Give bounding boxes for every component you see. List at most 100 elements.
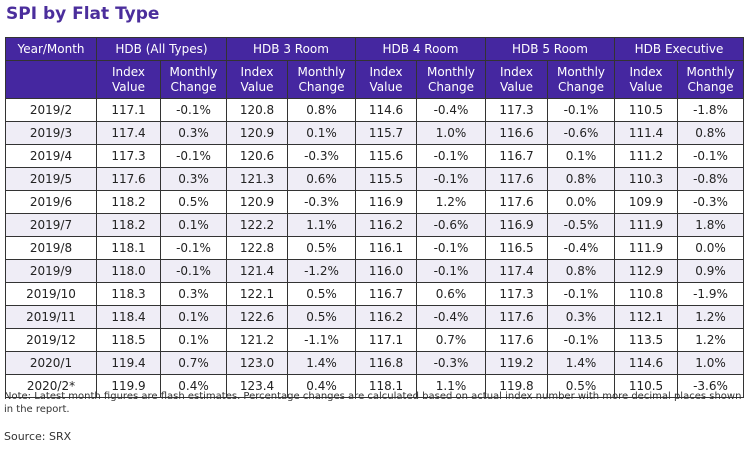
index-value-cell: 110.5 [614,374,678,398]
index-value-cell: 117.6 [96,167,161,191]
period-cell: 2019/7 [5,213,97,237]
header-year-month: Year/Month [5,37,97,61]
index-value-cell: 110.8 [614,282,678,306]
index-value-cell: 116.5 [485,236,548,260]
period-cell: 2019/2 [5,98,97,122]
index-value-cell: 114.6 [614,351,678,375]
index-value-cell: 110.3 [614,167,678,191]
index-value-cell: 117.6 [485,305,548,329]
header-blank [5,60,97,99]
index-value-cell: 117.4 [485,259,548,283]
monthly-change-cell: 0.5% [287,236,356,260]
monthly-change-cell: 0.8% [547,259,615,283]
table-row: 2019/5 117.6 0.3% 121.3 0.6% 115.5 -0.1% 117.6 0… [5,167,745,191]
monthly-change-cell: 0.8% [287,98,356,122]
index-value-cell: 116.7 [355,282,417,306]
monthly-change-cell: -3.6% [676,374,745,398]
index-value-cell: 114.6 [355,98,417,122]
monthly-change-cell: -0.6% [416,213,486,237]
monthly-change-cell: 0.1% [160,213,227,237]
period-cell: 2019/12 [5,328,97,352]
monthly-change-cell: 1.1% [287,213,356,237]
period-cell: 2019/6 [5,190,97,214]
footnote: Note: Latest month figures are flash est… [4,391,742,415]
header-index-value: Index Value [485,60,548,99]
index-value-cell: 118.2 [96,190,161,214]
monthly-change-cell: -0.1% [416,236,486,260]
table-row: 2019/2 117.1 -0.1% 120.8 0.8% 114.6 -0.4% 117.3… [5,98,745,122]
index-value-cell: 112.1 [614,305,678,329]
index-value-cell: 119.4 [96,351,161,375]
header-row-groups: Year/Month HDB (All Types) HDB 3 Room HD… [5,37,745,61]
index-value-cell: 118.2 [96,213,161,237]
index-value-cell: 120.8 [226,98,288,122]
index-value-cell: 116.7 [485,144,548,168]
index-value-cell: 118.0 [96,259,161,283]
monthly-change-cell: -0.1% [160,98,227,122]
index-value-cell: 116.9 [485,213,548,237]
monthly-change-cell: 0.1% [160,328,227,352]
period-cell: 2020/2* [5,374,97,398]
table-row: 2019/7 118.2 0.1% 122.2 1.1% 116.2 -0.6% 116.9-… [5,213,745,237]
index-value-cell: 120.6 [226,144,288,168]
monthly-change-cell: -0.4% [416,305,486,329]
monthly-change-cell: 1.0% [416,121,486,145]
index-value-cell: 117.6 [485,190,548,214]
monthly-change-cell: 0.1% [547,144,615,168]
index-value-cell: 117.6 [485,167,548,191]
index-value-cell: 115.6 [355,144,417,168]
header-group-all-types: HDB (All Types) [96,37,227,61]
index-value-cell: 118.3 [96,282,161,306]
monthly-change-cell: -1.1% [287,328,356,352]
period-cell: 2019/4 [5,144,97,168]
header-monthly-change: Monthly Change [287,60,356,99]
monthly-change-cell: 1.8% [676,213,745,237]
index-value-cell: 122.1 [226,282,288,306]
monthly-change-cell: -0.1% [416,259,486,283]
index-value-cell: 116.8 [355,351,417,375]
index-value-cell: 122.6 [226,305,288,329]
monthly-change-cell: 0.8% [676,121,745,145]
monthly-change-cell: -0.1% [416,144,486,168]
table-row: 2020/2* 119.9 0.4% 123.4 0.4% 118.1 1.1% 119.8 0… [5,374,745,398]
header-monthly-change: Monthly Change [676,60,745,99]
monthly-change-cell: 1.2% [416,190,486,214]
table-row: 2019/9 118.0 -0.1% 121.4 -1.2% 116.0 -0.1% 117.… [5,259,745,283]
index-value-cell: 120.9 [226,121,288,145]
index-value-cell: 123.4 [226,374,288,398]
monthly-change-cell: 0.3% [160,282,227,306]
index-value-cell: 117.6 [485,328,548,352]
index-value-cell: 115.5 [355,167,417,191]
index-value-cell: 115.7 [355,121,417,145]
index-value-cell: 121.4 [226,259,288,283]
monthly-change-cell: -0.3% [287,144,356,168]
period-cell: 2019/10 [5,282,97,306]
index-value-cell: 119.2 [485,351,548,375]
index-value-cell: 117.3 [485,98,548,122]
monthly-change-cell: -0.6% [547,121,615,145]
monthly-change-cell: 0.3% [160,167,227,191]
index-value-cell: 111.9 [614,236,678,260]
table-row: 2019/12 118.5 0.1% 121.2 -1.1% 117.1 0.7% 117.6… [5,328,745,352]
index-value-cell: 116.2 [355,305,417,329]
source-label: Source: SRX [4,430,72,443]
monthly-change-cell: -0.1% [160,144,227,168]
header-index-value: Index Value [614,60,678,99]
table-body: 2019/2 117.1 -0.1% 120.8 0.8% 114.6 -0.4% 117.3… [5,98,745,398]
table-row: 2019/6 118.2 0.5% 120.9 -0.3% 116.9 1.2% 117.6 0… [5,190,745,214]
monthly-change-cell: -0.3% [287,190,356,214]
table-row: 2020/1 119.4 0.7% 123.0 1.4% 116.8 -0.3% 119.2 1… [5,351,745,375]
index-value-cell: 116.1 [355,236,417,260]
period-cell: 2019/5 [5,167,97,191]
spi-table: Year/Month HDB (All Types) HDB 3 Room HD… [5,37,745,398]
monthly-change-cell: 0.3% [160,121,227,145]
header-monthly-change: Monthly Change [547,60,615,99]
monthly-change-cell: 0.5% [287,282,356,306]
index-value-cell: 109.9 [614,190,678,214]
table-row: 2019/3 117.4 0.3% 120.9 0.1% 115.7 1.0% 116.6 -0… [5,121,745,145]
monthly-change-cell: -0.1% [416,167,486,191]
period-cell: 2019/9 [5,259,97,283]
index-value-cell: 118.4 [96,305,161,329]
period-cell: 2020/1 [5,351,97,375]
period-cell: 2019/8 [5,236,97,260]
